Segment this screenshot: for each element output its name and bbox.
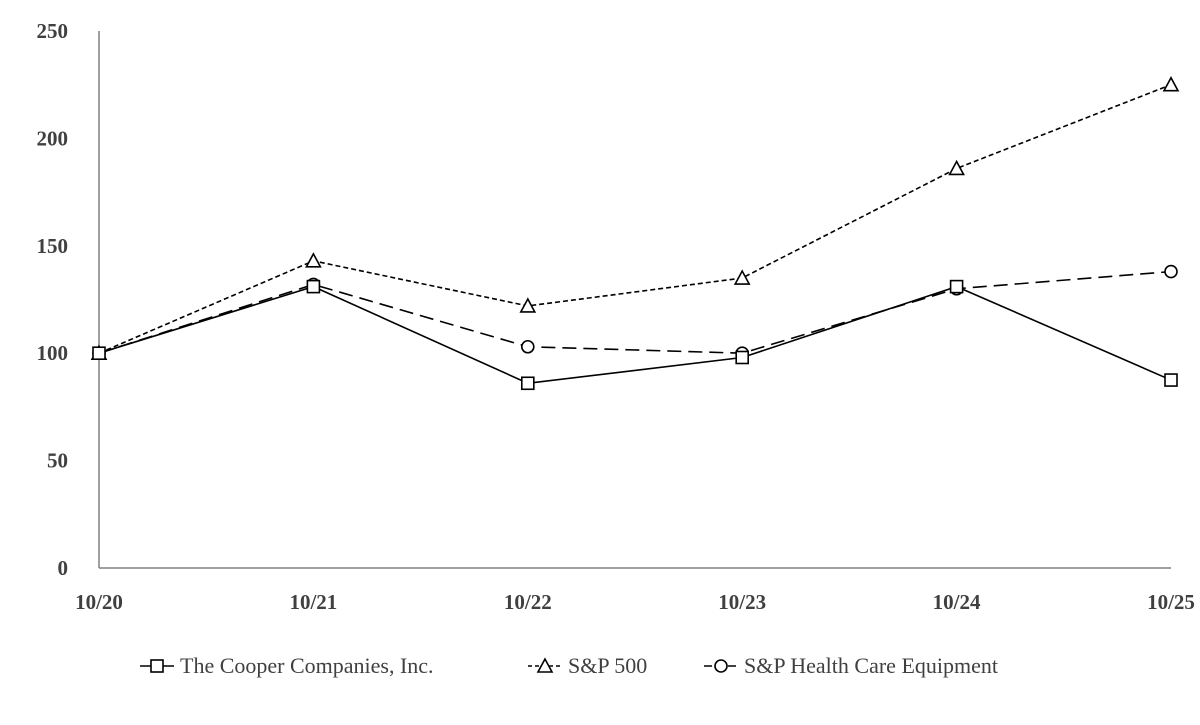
y-tick-label: 0: [58, 556, 69, 580]
legend-marker-triangle: [536, 657, 554, 673]
data-point-square: [92, 346, 106, 361]
legend-item: S&P 500: [528, 653, 647, 678]
legend-item: S&P Health Care Equipment: [704, 653, 998, 678]
legend-item: The Cooper Companies, Inc.: [140, 653, 434, 678]
series-line-circle: [98, 270, 1172, 355]
data-point-square: [306, 279, 321, 294]
series-line-square: [98, 285, 1172, 385]
x-tick-label: 10/20: [75, 590, 123, 614]
legend-marker-square: [150, 659, 164, 673]
series-line-triangle: [98, 83, 1172, 354]
x-tick-label: 10/21: [289, 590, 337, 614]
data-point-triangle: [305, 252, 322, 268]
data-point-square: [735, 350, 750, 365]
data-point-triangle: [519, 297, 537, 313]
legend: The Cooper Companies, Inc. S&P 500 S&P Hea…: [140, 653, 998, 678]
y-tick-label: 200: [37, 126, 69, 150]
data-point-circle: [1164, 264, 1178, 279]
axes: 0 50 100 150 200 250 10/20 10/21 10/22 10/23 10/24…: [37, 19, 1195, 614]
y-tick-label: 100: [37, 341, 69, 365]
data-point-square: [1164, 373, 1178, 387]
data-point-triangle: [733, 269, 751, 285]
y-tick-label: 150: [37, 234, 69, 258]
x-tick-label: 10/24: [933, 590, 981, 614]
x-tick-label: 10/25: [1147, 590, 1195, 614]
legend-marker-circle: [714, 659, 728, 673]
y-tick-label: 50: [47, 449, 68, 473]
x-tick-label: 10/23: [718, 590, 766, 614]
data-point-triangle: [1162, 76, 1180, 92]
legend-label: S&P 500: [568, 653, 647, 678]
x-tick-label: 10/22: [504, 590, 552, 614]
series-lines: [90, 76, 1180, 391]
data-point-square: [520, 376, 535, 391]
legend-label: S&P Health Care Equipment: [744, 653, 998, 678]
data-point-triangle: [948, 159, 965, 176]
legend-label: The Cooper Companies, Inc.: [180, 653, 434, 678]
y-tick-label: 250: [37, 19, 69, 43]
data-point-circle: [520, 339, 535, 354]
data-point-square: [949, 279, 964, 294]
